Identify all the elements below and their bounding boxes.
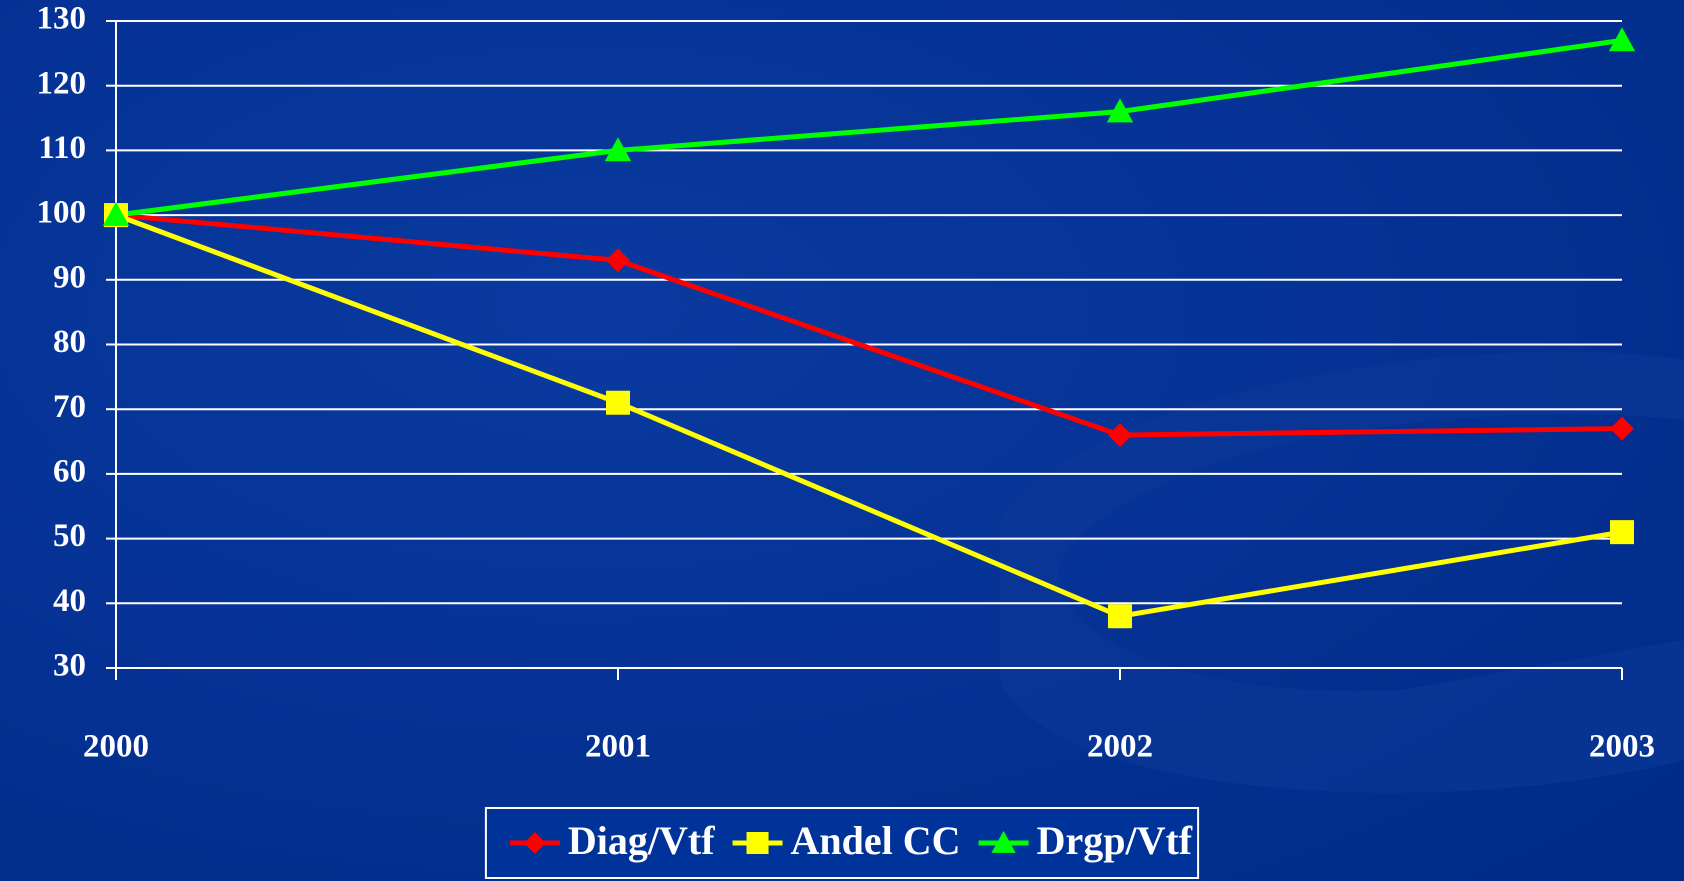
x-tick-label: 2002 xyxy=(1087,729,1153,765)
marker-square xyxy=(606,391,630,415)
y-tick-label: 90 xyxy=(53,259,86,295)
y-tick-label: 130 xyxy=(37,1,87,37)
y-tick-label: 30 xyxy=(53,648,86,684)
x-tick-label: 2001 xyxy=(585,729,651,765)
legend-label: Diag/Vtf xyxy=(568,818,715,863)
y-tick-label: 50 xyxy=(53,518,86,554)
y-tick-label: 70 xyxy=(53,389,86,425)
chart: 30 40 50 60 70 80 90 100 110 120 130 2000 2001 2002 20… xyxy=(0,0,1684,881)
y-tick-label: 120 xyxy=(37,65,87,101)
marker-square xyxy=(1108,604,1132,628)
y-tick-label: 110 xyxy=(38,130,86,166)
x-tick-label: 2003 xyxy=(1589,729,1655,765)
y-tick-label: 60 xyxy=(53,453,86,489)
legend-label: Drgp/Vtf xyxy=(1037,818,1193,863)
y-tick-label: 40 xyxy=(53,583,86,619)
marker-square xyxy=(1610,520,1634,544)
legend-marker xyxy=(747,832,769,854)
legend: Diag/Vtf Andel CC Drgp/Vtf xyxy=(510,818,1193,863)
x-tick-label: 2000 xyxy=(83,729,149,765)
y-tick-label: 80 xyxy=(53,324,86,360)
legend-label: Andel CC xyxy=(791,818,961,863)
y-tick-label: 100 xyxy=(37,195,87,231)
